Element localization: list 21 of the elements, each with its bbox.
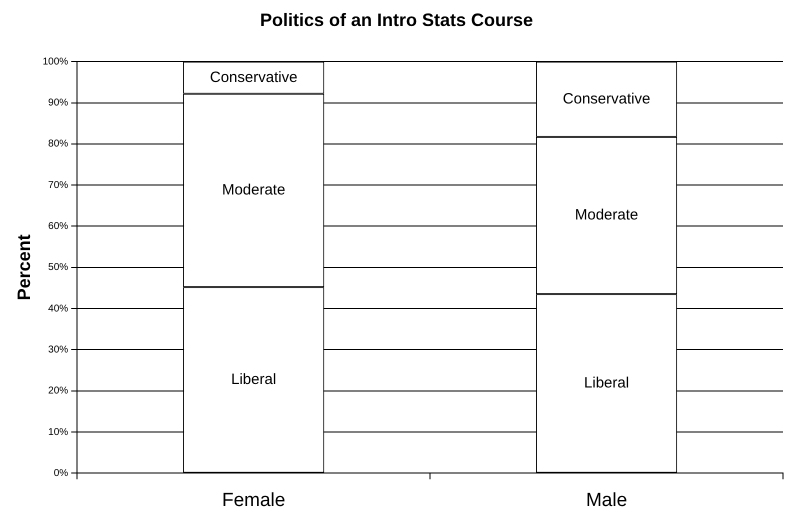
text: Conservative <box>562 90 650 108</box>
y-tick-label: 100% <box>42 56 68 68</box>
y-tick-label: 40% <box>48 303 68 314</box>
y-tick-label: 20% <box>48 386 68 397</box>
x-tick-label: Male <box>586 490 628 511</box>
series-label: Moderate <box>222 182 286 199</box>
x-tick-label: Female <box>222 490 286 511</box>
y-tick-label: 10% <box>48 426 68 438</box>
y-tick-label: 70% <box>48 180 68 191</box>
y-tick-label: 60% <box>48 220 68 232</box>
chart-title: Politics of an Intro Stats Course <box>260 10 534 30</box>
series-label: Liberal <box>231 371 276 388</box>
y-axis-title: Percent <box>14 234 34 300</box>
y-tick-label: 50% <box>48 262 68 274</box>
y-tick-label: 80% <box>48 138 68 150</box>
y-tick-label: 90% <box>48 98 68 109</box>
y-tick-label: 30% <box>48 344 68 356</box>
text: Liberal <box>584 374 630 392</box>
text: Moderate <box>574 206 638 224</box>
y-tick-label: 0% <box>54 468 68 479</box>
series-label: Conservative <box>210 68 298 86</box>
